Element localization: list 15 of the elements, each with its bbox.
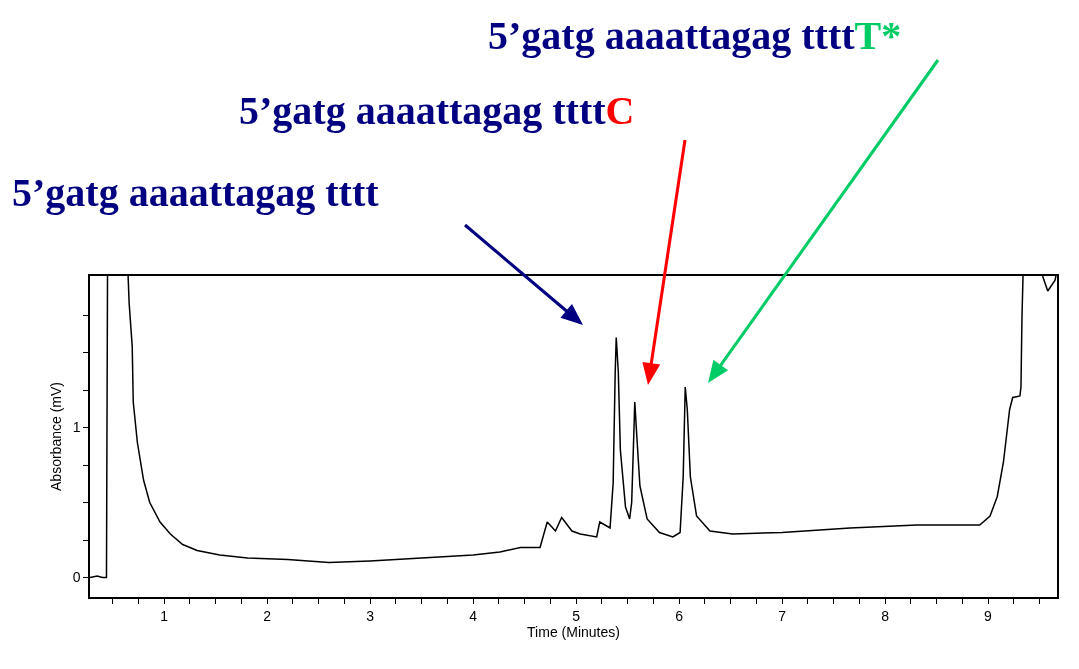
x-tick-label: 4 xyxy=(469,607,478,624)
x-tick-label: 7 xyxy=(778,607,787,624)
x-tick-label: 5 xyxy=(572,607,581,624)
y-tick-label: 0 xyxy=(72,569,81,586)
x-tick-label: 1 xyxy=(160,607,169,624)
x-tick-label: 8 xyxy=(881,607,890,624)
y-axis-title: Absorbance (mV) xyxy=(47,382,64,491)
x-axis-title: Time (Minutes) xyxy=(527,623,620,640)
text: 5’gatg aaaattagag ttttT* xyxy=(488,13,902,58)
x-tick-label: 2 xyxy=(263,607,272,624)
x-tick-label: 3 xyxy=(366,607,375,624)
text: 5’gatg aaaattagag ttttC xyxy=(239,88,635,133)
x-tick-label: 6 xyxy=(675,607,684,624)
x-tick-label: 9 xyxy=(984,607,993,624)
text: 5’gatg aaaattagag tttt xyxy=(12,170,380,215)
